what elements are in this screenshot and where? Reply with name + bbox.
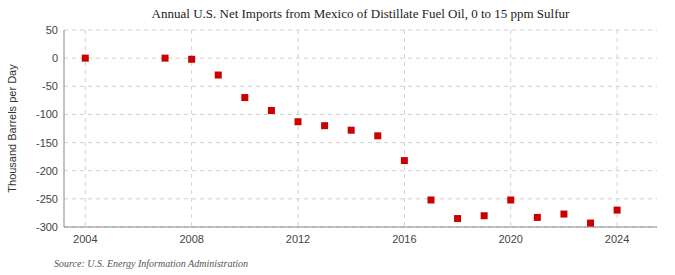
point [401, 157, 408, 164]
y-tick-label: -250 [36, 193, 58, 205]
y-tick-label: -300 [36, 221, 58, 233]
grid [64, 30, 657, 227]
points [82, 55, 621, 227]
point [321, 122, 328, 129]
x-tick-label: 2024 [605, 233, 629, 245]
point [614, 207, 621, 214]
y-tick-label: 50 [46, 24, 58, 36]
point [215, 72, 222, 79]
point [587, 220, 594, 227]
point [162, 55, 169, 62]
x-tick-label: 2012 [286, 233, 310, 245]
x-axis-line [64, 227, 657, 228]
source: Source: U.S. Energy Information Administ… [54, 258, 248, 269]
y-grid-line [64, 170, 657, 171]
title: Annual U.S. Net Imports from Mexico of D… [152, 6, 570, 21]
y-grid-line [64, 227, 657, 228]
y-tick-label: 0 [52, 52, 58, 64]
point [481, 212, 488, 219]
y-grid-line [64, 198, 657, 199]
y-grid-line [64, 114, 657, 115]
point [534, 214, 541, 221]
y-grid-line [64, 142, 657, 143]
chart: Annual U.S. Net Imports from Mexico of D… [0, 0, 675, 275]
x-tick-label: 2020 [499, 233, 523, 245]
y-axis-line [64, 30, 65, 227]
x-tick-label: 2004 [73, 233, 97, 245]
x-grid-line [617, 30, 618, 227]
y-tick-label: -100 [36, 108, 58, 120]
y-grid-line [64, 86, 657, 87]
point [82, 55, 89, 62]
x-grid-line [404, 30, 405, 227]
y-tick-label: -200 [36, 165, 58, 177]
y-tick-label: -150 [36, 137, 58, 149]
x-grid-line [298, 30, 299, 227]
point [374, 132, 381, 139]
point [348, 127, 355, 134]
point [427, 196, 434, 203]
point [241, 94, 248, 101]
point [268, 107, 275, 114]
y-axis-label: Thousand Barrels per Day [6, 64, 18, 193]
point [454, 215, 461, 222]
point [188, 56, 195, 63]
point [507, 196, 514, 203]
point [560, 211, 567, 218]
y-grid-line [64, 58, 657, 59]
point [295, 118, 302, 125]
chart-container: Annual U.S. Net Imports from Mexico of D… [0, 0, 675, 275]
x-tick-label: 2016 [392, 233, 416, 245]
x-tick-label: 2008 [179, 233, 203, 245]
y-tick-label: -50 [42, 80, 58, 92]
y-grid-line [64, 30, 657, 31]
